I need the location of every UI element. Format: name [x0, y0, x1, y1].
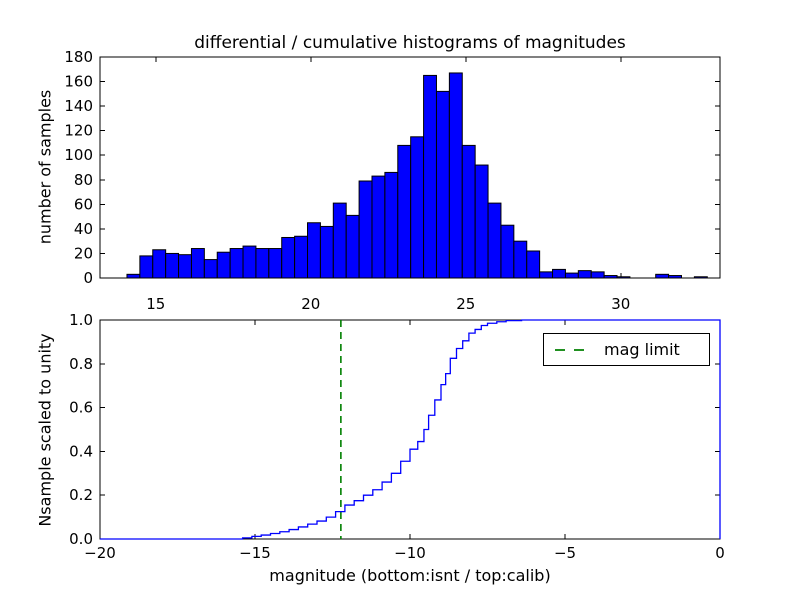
histogram-bar	[423, 74, 437, 279]
histogram-bar	[307, 222, 321, 279]
histogram-bar	[332, 202, 347, 279]
histogram-bar	[435, 90, 450, 279]
histogram-bar	[268, 248, 283, 279]
histogram-bar	[603, 275, 618, 279]
histogram-bar	[513, 240, 528, 279]
svg-text:−20: −20	[84, 544, 116, 562]
svg-text:20: 20	[301, 295, 320, 313]
histogram-bar	[577, 270, 592, 279]
svg-text:1.0: 1.0	[69, 311, 93, 329]
histogram-bar	[255, 248, 270, 279]
cumulative-curve	[100, 319, 721, 540]
axes-top-ticks: 15 20 25 30 0 20 40 60 80 100 120 140 160 180	[64, 48, 720, 313]
axes-bottom-ticks: −20 −15 −10 −5 0 0.0 0.2 0.4 0.6 0.8 1.0	[69, 311, 725, 562]
svg-text:160: 160	[64, 73, 93, 91]
svg-text:0.4: 0.4	[69, 442, 93, 460]
svg-text:25: 25	[456, 295, 475, 313]
histogram-bar	[668, 275, 682, 279]
svg-text:120: 120	[64, 122, 93, 140]
histogram-bar	[590, 271, 605, 279]
svg-text:0.6: 0.6	[69, 399, 93, 417]
histogram-bar	[371, 175, 386, 279]
histogram-bar	[190, 248, 205, 279]
svg-text:0.8: 0.8	[69, 355, 93, 373]
histogram-bar	[655, 273, 670, 279]
histogram-bar	[345, 214, 360, 279]
svg-text:0.2: 0.2	[69, 486, 93, 504]
histogram-bar	[152, 249, 167, 279]
histogram-bar	[139, 255, 154, 279]
svg-text:0.0: 0.0	[69, 530, 93, 548]
histogram-bar	[203, 259, 218, 279]
histogram-bar	[358, 180, 373, 279]
svg-text:−10: −10	[394, 544, 426, 562]
histogram-bar	[448, 72, 463, 279]
histogram-bar	[216, 251, 231, 279]
histogram-bar	[229, 248, 244, 279]
svg-text:140: 140	[64, 97, 93, 115]
mag-limit-line-sample	[555, 348, 587, 351]
svg-text:−15: −15	[239, 544, 271, 562]
top-ylabel: number of samples	[35, 89, 55, 245]
svg-text:180: 180	[64, 48, 93, 66]
histogram-bar	[294, 235, 309, 279]
bottom-ylabel: Nsample scaled to unity	[35, 333, 55, 527]
histogram-bar	[500, 224, 515, 279]
histogram-bar	[242, 245, 257, 279]
histogram-bar	[410, 136, 425, 279]
histogram-bar	[281, 236, 296, 279]
histogram-bar	[384, 171, 399, 279]
plot-title: differential / cumulative histograms of …	[194, 33, 626, 53]
histogram-bar	[178, 254, 192, 279]
histogram-bar	[526, 250, 541, 279]
bottom-xlabel: magnitude (bottom:isnt / top:calib)	[269, 566, 551, 585]
histogram-bar	[474, 164, 489, 279]
histogram-bar	[397, 144, 412, 279]
histogram-bar	[616, 276, 631, 279]
histogram-bar	[693, 276, 708, 279]
histogram-bar	[126, 273, 141, 279]
legend: mag limit	[543, 333, 710, 366]
svg-text:15: 15	[146, 295, 165, 313]
histogram-bar	[539, 271, 554, 279]
svg-text:100: 100	[64, 146, 93, 164]
svg-text:60: 60	[74, 195, 93, 213]
cumulative-step-line	[100, 319, 721, 540]
histogram-bar	[552, 268, 566, 279]
histogram-bar	[165, 252, 180, 279]
histogram-bar	[319, 225, 334, 279]
legend-label-mag-limit: mag limit	[604, 340, 680, 359]
differential-histogram-bars	[126, 72, 708, 279]
svg-text:20: 20	[74, 244, 93, 262]
svg-text:−5: −5	[554, 544, 576, 562]
histogram-bar	[487, 202, 502, 279]
histogram-bar	[461, 144, 476, 279]
svg-text:80: 80	[74, 171, 93, 189]
svg-text:0: 0	[715, 544, 725, 562]
svg-text:0: 0	[83, 269, 93, 287]
svg-text:40: 40	[74, 220, 93, 238]
histogram-bar	[564, 272, 579, 279]
svg-text:30: 30	[611, 295, 630, 313]
